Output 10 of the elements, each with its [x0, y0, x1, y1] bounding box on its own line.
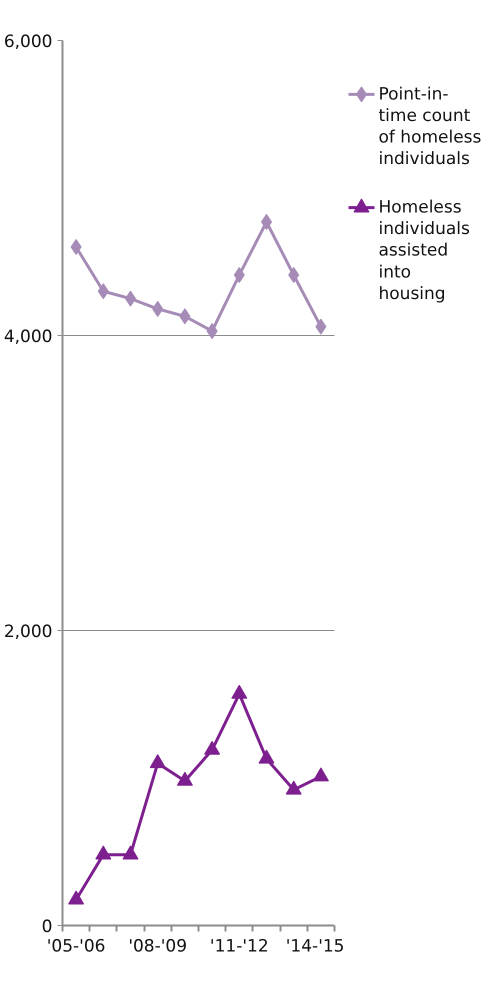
y-tick-label: 6,000 [4, 32, 53, 52]
y-tick-label: 2,000 [4, 622, 53, 642]
x-tick-label: '11-'12 [210, 936, 269, 956]
x-tick-label: '14-'15 [286, 936, 345, 956]
y-tick-label: 4,000 [4, 327, 53, 347]
legend-label: Homeless individuals assisted into housing [378, 198, 470, 304]
x-tick-label: '05-'06 [46, 936, 106, 956]
legend-label: Point-in-time count of homeless individuals [378, 84, 482, 170]
x-tick-label: '08-'09 [128, 936, 188, 956]
y-tick-label: 0 [42, 917, 53, 937]
